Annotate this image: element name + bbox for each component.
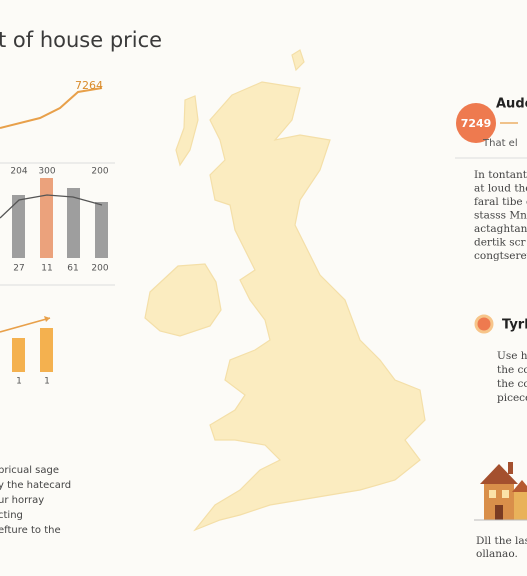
islands <box>291 49 305 72</box>
uk-map <box>144 49 426 532</box>
tick-label: 27 <box>13 264 24 274</box>
tick-label: 1 <box>16 377 22 387</box>
arrow-line <box>0 317 51 333</box>
house-icon <box>480 462 527 520</box>
bar <box>12 195 25 258</box>
great-britain <box>193 81 426 532</box>
tick-label: 200 <box>91 167 108 177</box>
paragraph-line: picece <box>497 392 527 404</box>
card-subtitle: That el <box>482 138 518 149</box>
tick-label: 300 <box>38 167 55 177</box>
bar-trend <box>0 194 103 219</box>
line-label: 7264 <box>75 79 103 92</box>
paragraph-line: congtserev <box>474 250 527 262</box>
note: ur horray <box>0 495 44 506</box>
paragraph-line: the co <box>497 378 527 390</box>
paragraph-line: In tontant, <box>474 169 527 181</box>
badge-label: 7249 <box>461 117 492 130</box>
note: pricual sage <box>0 465 59 476</box>
paragraph-line: the co <box>497 364 527 376</box>
arrow-head <box>44 316 50 322</box>
paragraph-line: actaghtan <box>474 223 527 235</box>
note: y the hatecard <box>0 480 71 491</box>
card-title: Aude <box>496 97 527 112</box>
paragraph-line: Use h <box>497 350 527 362</box>
note: cting <box>0 510 23 521</box>
title: t of house price <box>0 28 162 52</box>
tick-label: 200 <box>91 264 108 274</box>
footer-line: Dll the las <box>476 535 527 547</box>
ireland <box>144 263 222 337</box>
tick-label: 61 <box>67 264 78 274</box>
paragraph-line: dertik scr <box>474 237 527 249</box>
trend-line <box>0 87 103 129</box>
badge <box>456 103 496 143</box>
bar <box>40 328 53 372</box>
bar <box>67 188 80 258</box>
tick-label: 11 <box>41 264 52 274</box>
paragraph-line: at loud the <box>474 183 527 195</box>
card-title: Tyrl <box>502 318 527 333</box>
note: efture to the <box>0 525 61 536</box>
paragraph-line: stasss Mne <box>474 210 527 222</box>
bar <box>95 202 108 258</box>
bar <box>12 338 25 372</box>
paragraph-line: faral tibe c <box>474 196 527 208</box>
hebrides <box>175 95 199 167</box>
tick-label: 1 <box>44 377 50 387</box>
tick-label: 204 <box>10 167 27 177</box>
bar <box>40 178 53 258</box>
bullet <box>474 314 494 334</box>
footer-line: ollanao. <box>476 548 518 560</box>
